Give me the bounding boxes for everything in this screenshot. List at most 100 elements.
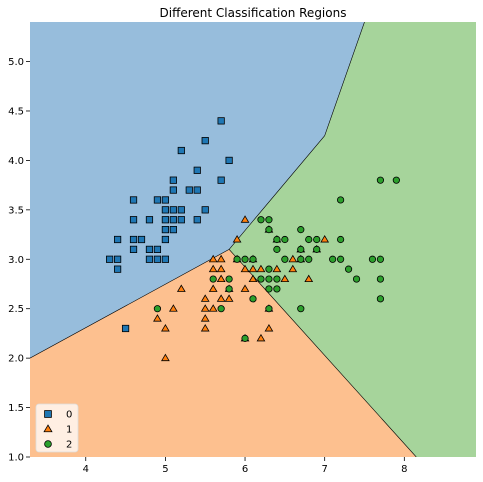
point-class-2 xyxy=(305,255,313,263)
point-class-1 xyxy=(161,324,170,332)
point-class-0 xyxy=(129,245,138,253)
point-class-2 xyxy=(265,226,273,234)
point-class-1 xyxy=(240,284,250,292)
point-class-0 xyxy=(217,117,225,125)
y-tick-label: 2.0 xyxy=(8,354,24,365)
point-class-1 xyxy=(216,264,226,273)
point-class-0 xyxy=(145,255,154,263)
point-class-1 xyxy=(248,264,258,273)
point-class-1 xyxy=(280,274,290,283)
point-class-2 xyxy=(297,226,305,234)
point-class-2 xyxy=(257,275,265,283)
point-class-2 xyxy=(376,295,385,303)
point-class-0 xyxy=(106,255,114,263)
point-class-2 xyxy=(281,235,289,244)
y-tick-label: 1.5 xyxy=(8,403,24,414)
point-class-0 xyxy=(153,196,162,204)
point-class-1 xyxy=(232,235,242,243)
y-tick-label: 4.0 xyxy=(8,156,24,167)
point-class-2 xyxy=(297,255,305,263)
point-class-2 xyxy=(257,216,265,224)
point-class-0 xyxy=(129,235,138,244)
point-class-0 xyxy=(114,255,122,263)
x-tick-label: 6 xyxy=(242,464,248,475)
point-class-0 xyxy=(201,206,209,214)
point-class-2 xyxy=(329,255,337,263)
point-class-0 xyxy=(129,196,138,204)
point-class-1 xyxy=(216,294,226,302)
point-class-0 xyxy=(225,156,233,165)
point-class-2 xyxy=(233,255,241,263)
point-class-0 xyxy=(169,216,177,224)
point-class-2 xyxy=(217,305,225,313)
point-class-2 xyxy=(352,275,361,283)
y-tick-label: 3.0 xyxy=(8,255,24,266)
point-class-2 xyxy=(265,305,273,313)
point-class-1 xyxy=(288,254,298,263)
x-tick-label: 4 xyxy=(83,464,89,475)
point-class-0 xyxy=(217,176,225,184)
point-class-2 xyxy=(265,265,273,273)
point-class-1 xyxy=(224,294,234,302)
point-class-0 xyxy=(114,235,122,244)
point-class-2 xyxy=(153,305,162,313)
y-tick-label: 5.0 xyxy=(8,57,24,68)
point-class-0 xyxy=(161,255,169,263)
point-class-1 xyxy=(240,264,250,273)
point-class-0 xyxy=(177,206,185,214)
legend-label-0: 0 xyxy=(66,410,72,421)
point-class-2 xyxy=(392,176,400,184)
data-points xyxy=(106,117,400,362)
point-class-2 xyxy=(225,285,233,293)
point-class-1 xyxy=(216,274,226,283)
point-class-0 xyxy=(169,226,177,234)
point-class-0 xyxy=(193,166,201,174)
point-class-2 xyxy=(368,255,377,263)
point-class-0 xyxy=(153,245,162,253)
point-class-1 xyxy=(304,274,314,283)
point-class-0 xyxy=(121,324,130,333)
point-class-2 xyxy=(313,235,321,244)
point-class-2 xyxy=(209,275,217,283)
point-class-0 xyxy=(193,186,201,194)
point-class-1 xyxy=(240,215,250,223)
decision-boundaries xyxy=(30,22,417,457)
boundary-line-1 xyxy=(228,22,365,250)
point-class-0 xyxy=(137,235,146,244)
point-class-2 xyxy=(344,265,353,273)
x-tick-label: 5 xyxy=(162,464,168,475)
legend-label-2: 2 xyxy=(66,440,72,451)
point-class-2 xyxy=(273,275,281,283)
point-class-2 xyxy=(297,245,305,253)
y-tick-label: 1.0 xyxy=(8,453,24,464)
region-class-2 xyxy=(229,22,476,457)
point-class-2 xyxy=(265,285,273,293)
point-class-2 xyxy=(249,295,257,303)
point-class-1 xyxy=(208,264,218,273)
point-class-1 xyxy=(208,284,218,292)
point-class-0 xyxy=(169,176,177,184)
point-class-0 xyxy=(161,235,169,244)
point-class-1 xyxy=(288,264,298,273)
point-class-2 xyxy=(337,196,345,204)
y-tick-label: 3.5 xyxy=(8,205,24,216)
point-class-1 xyxy=(272,264,282,273)
point-class-2 xyxy=(337,235,345,244)
point-class-0 xyxy=(169,186,177,194)
point-class-0 xyxy=(177,216,185,224)
legend-marker-0 xyxy=(44,410,52,418)
point-class-0 xyxy=(153,255,162,263)
point-class-1 xyxy=(256,264,266,273)
boundary-line-2 xyxy=(228,249,417,457)
point-class-0 xyxy=(161,226,169,234)
point-class-0 xyxy=(161,216,169,224)
point-class-0 xyxy=(161,196,169,204)
legend: 0 1 2 xyxy=(35,403,79,453)
boundary-line-0 xyxy=(30,249,230,359)
y-tick-label: 4.5 xyxy=(8,106,24,117)
point-class-2 xyxy=(249,255,257,263)
point-class-2 xyxy=(313,245,321,253)
point-class-2 xyxy=(241,255,249,263)
point-class-2 xyxy=(297,305,305,313)
